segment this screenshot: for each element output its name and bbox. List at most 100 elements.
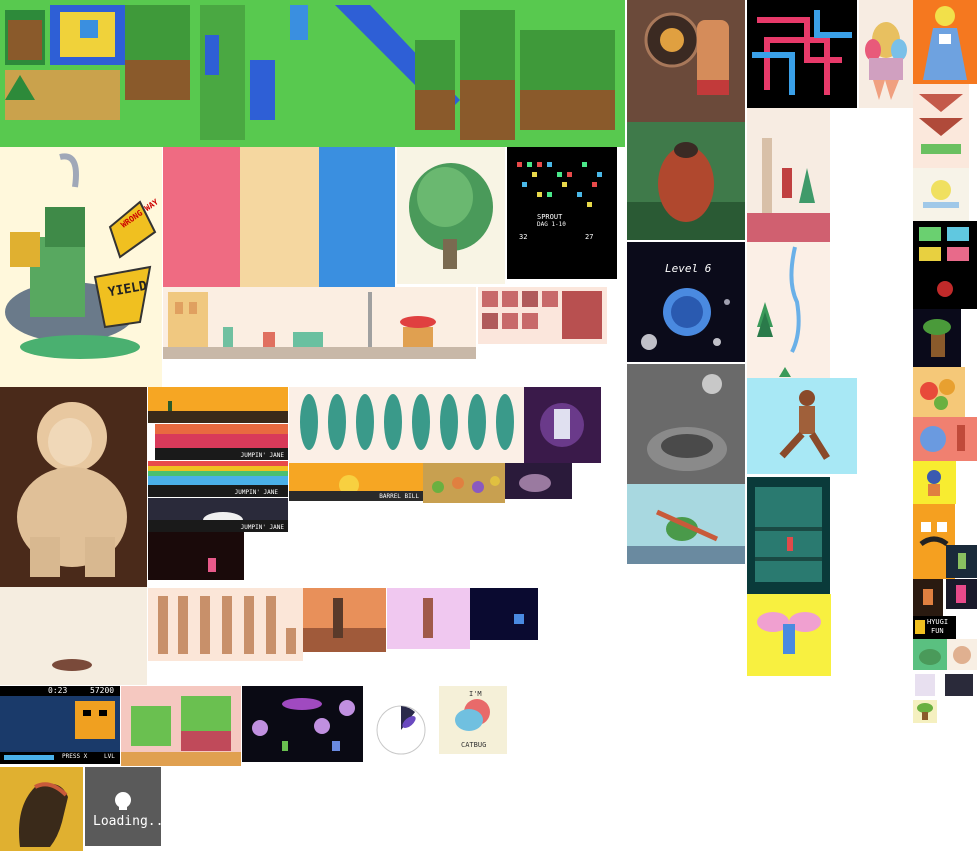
sprout-left-count: 32 <box>519 233 528 241</box>
jumpin-jane-banner-2[interactable]: JUMPIN' JANE <box>155 424 288 460</box>
creature-dark-tile[interactable] <box>505 463 572 499</box>
teal-dungeon-tile[interactable] <box>747 477 830 594</box>
frog-tile[interactable] <box>913 639 947 670</box>
dungeon-graphic <box>755 487 822 582</box>
columns-graphic <box>158 596 296 654</box>
small-dark-tile-3[interactable] <box>946 579 977 609</box>
traffic-sign-creature-tile[interactable]: YIELD WRONG WAY <box>0 147 162 387</box>
enemies-sheet-tile[interactable] <box>242 686 363 762</box>
bonsai-tile[interactable] <box>913 700 937 723</box>
tileset-grass-tile[interactable] <box>0 0 625 147</box>
kid-boat-tile[interactable] <box>913 168 969 221</box>
level-text: Level 6 <box>665 262 712 275</box>
snail-tile[interactable] <box>0 587 147 685</box>
navy-scene-tile[interactable] <box>470 588 538 640</box>
hyugi-icon <box>915 620 925 634</box>
winged-figure-tile[interactable] <box>747 594 831 676</box>
astronaut-tile[interactable] <box>524 387 601 463</box>
tree-graphic <box>409 163 493 269</box>
pumpkin-game-tile[interactable]: 0:23 57200 PRESS X LVL <box>0 686 120 764</box>
small-dark-tile-2[interactable] <box>913 579 943 616</box>
pink-warrior-tile[interactable] <box>387 588 470 649</box>
catbug-tile[interactable]: I'M CATBUG <box>439 686 507 754</box>
beetle-tile[interactable] <box>627 122 745 240</box>
platformer-graphic <box>121 696 241 766</box>
platforms-graphic <box>919 94 963 154</box>
sprout-title: SPROUT <box>537 213 563 221</box>
jumpin-jane-label-2: JUMPIN' JANE <box>234 489 278 496</box>
town-graphic <box>163 292 476 359</box>
head-graphic <box>19 782 68 847</box>
palace-tile[interactable] <box>859 0 913 108</box>
tileset-graphic <box>5 5 615 140</box>
palace-graphic <box>865 22 907 100</box>
hand-orb-tile[interactable] <box>627 0 745 122</box>
coil-graphic <box>647 374 727 471</box>
fruit-tile[interactable] <box>913 367 965 417</box>
tree-tile[interactable] <box>397 147 505 284</box>
orange-robot-tile[interactable] <box>913 0 977 84</box>
rope-graphic <box>757 246 801 377</box>
town-street-tile[interactable] <box>163 287 476 359</box>
jumpin-jane-banner-3[interactable]: JUMPIN' JANE <box>148 461 288 497</box>
score-text: 57200 <box>90 686 115 695</box>
loading-text: Loading... <box>93 814 161 829</box>
loading-ghost-icon <box>115 792 131 810</box>
red-figure-tile[interactable] <box>148 532 244 580</box>
timer-text: 0:23 <box>48 686 68 695</box>
trees-row-graphic <box>300 394 514 450</box>
planet-graphic <box>641 288 730 350</box>
catbug-graphic <box>455 699 490 731</box>
small-dark-tile-1[interactable] <box>946 545 977 578</box>
sprout-subtitle: DAG 1-10 <box>537 221 566 228</box>
jumpin-jane-label-3: JUMPIN' JANE <box>240 524 284 531</box>
hyugi-fun-tile[interactable]: HYUGI FUN <box>913 616 956 639</box>
blue-orb-tile[interactable] <box>913 417 977 461</box>
sprite-row-tile[interactable] <box>913 670 977 700</box>
barrel-bill-label: BARREL BILL <box>379 493 419 500</box>
pipe-maze-tile[interactable] <box>747 0 857 108</box>
swatch-cream[interactable] <box>240 147 319 287</box>
robot-graphic <box>923 6 967 80</box>
beetle-graphic <box>627 142 745 240</box>
swatch-pink[interactable] <box>163 147 240 287</box>
jumpin-jane-banner-4[interactable]: JUMPIN' JANE <box>148 498 288 532</box>
planet-level-tile[interactable]: Level 6 <box>627 242 745 362</box>
grey-coil-tile[interactable] <box>627 364 745 484</box>
fun-text: FUN <box>931 627 944 635</box>
runner-graphic <box>779 390 830 460</box>
runner-tile[interactable] <box>747 378 857 474</box>
face-tile[interactable] <box>947 639 977 670</box>
brick-textures-tile[interactable] <box>478 287 607 344</box>
knight-column-tile[interactable] <box>747 108 830 242</box>
platforms-tile[interactable] <box>913 84 969 168</box>
plant-creature-tile[interactable] <box>913 309 961 367</box>
cake-icons-tile[interactable] <box>913 221 977 309</box>
columns-tile[interactable] <box>148 588 303 661</box>
swatch-blue[interactable] <box>319 147 395 287</box>
sprout-game-tile[interactable]: SPROUT DAG 1-10 32 27 <box>507 147 617 279</box>
hand-graphic <box>644 12 729 95</box>
rope-trees-tile[interactable] <box>747 242 830 378</box>
jumpin-jane-label-1: JUMPIN' JANE <box>240 452 284 459</box>
im-text: I'M <box>469 690 482 698</box>
creature-graphic <box>5 153 157 359</box>
head-silhouette-tile[interactable] <box>0 767 83 851</box>
dial-tile[interactable] <box>375 704 427 756</box>
barrel-bill-tile[interactable]: BARREL BILL <box>289 463 423 501</box>
jumpin-jane-banner-1[interactable] <box>148 387 288 423</box>
orange-city-tile[interactable] <box>303 588 386 652</box>
pumpkin-graphic <box>0 686 120 764</box>
frog-graphic <box>627 509 745 564</box>
veggies-tile[interactable] <box>423 463 505 503</box>
textures-graphic <box>482 291 602 339</box>
dial-graphic <box>376 705 426 755</box>
lvl-text: LVL <box>104 753 115 760</box>
yellow-char-tile[interactable] <box>913 461 956 504</box>
statue-graphic <box>17 402 127 577</box>
loading-tile[interactable]: Loading... <box>85 767 161 846</box>
frog-branch-tile[interactable] <box>627 484 745 564</box>
statue-tile[interactable] <box>0 387 147 587</box>
trees-row-tile[interactable] <box>289 387 524 463</box>
platformer-tile[interactable] <box>121 686 241 766</box>
